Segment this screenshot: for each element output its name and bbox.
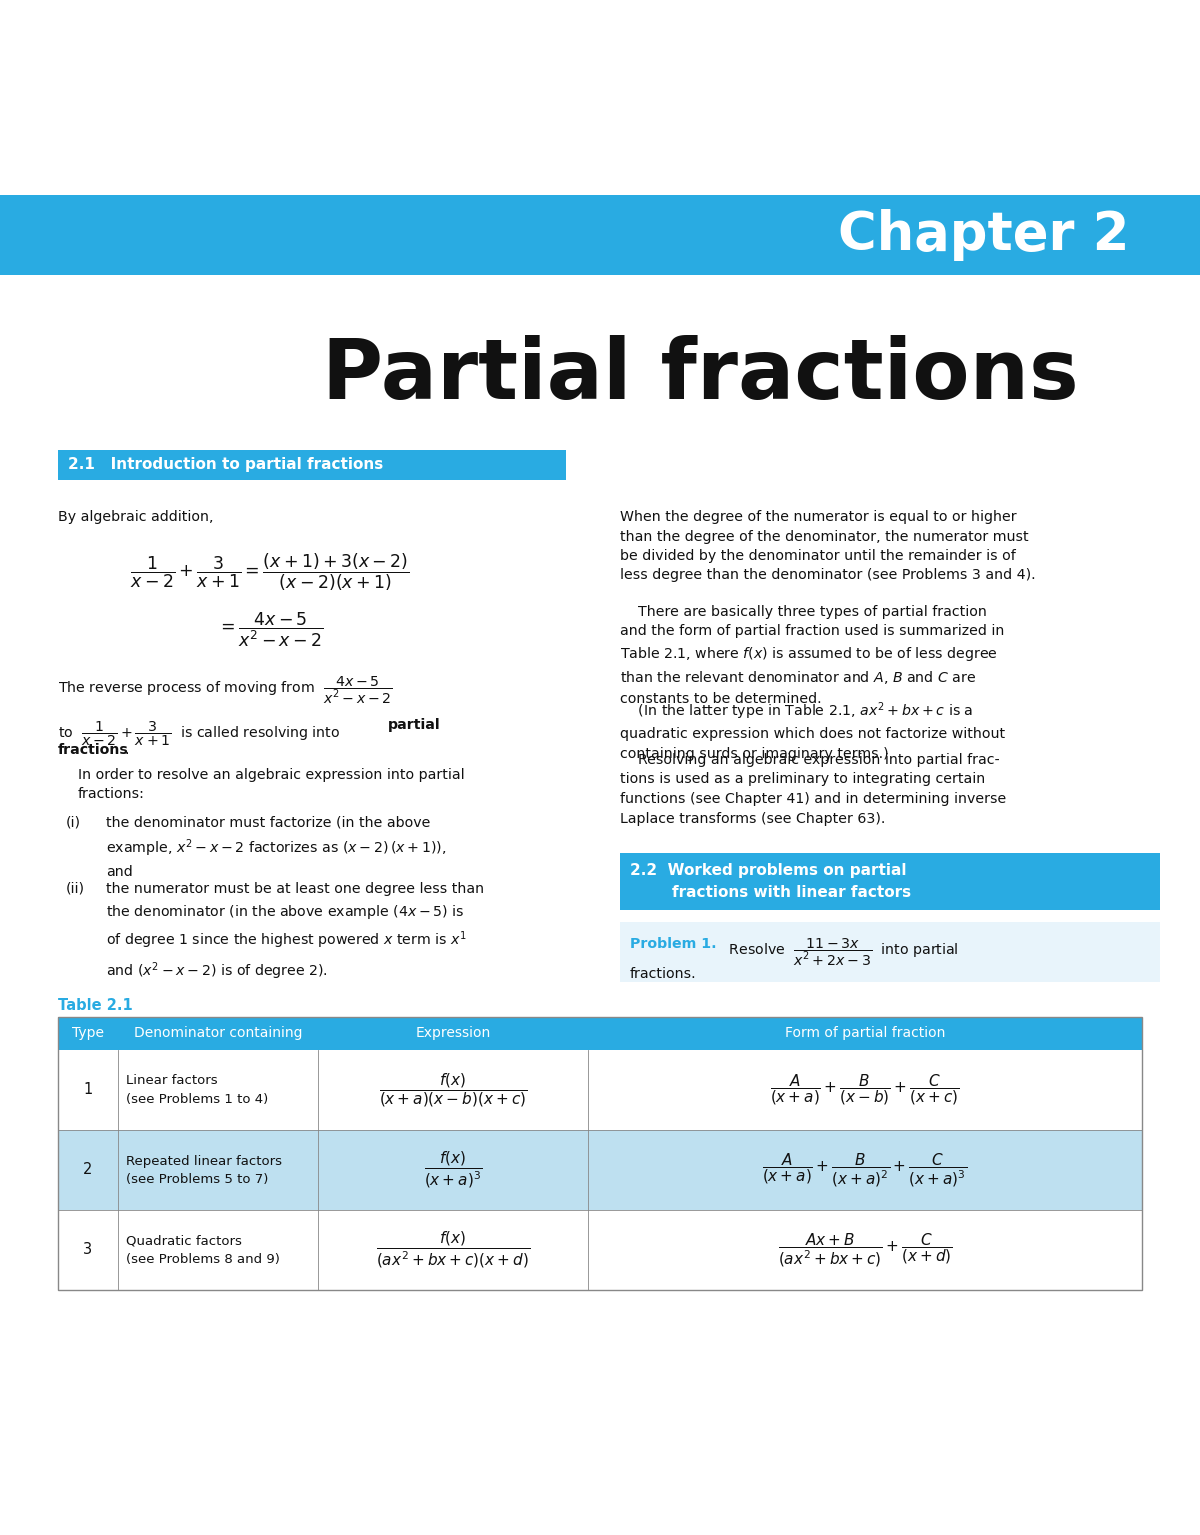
Text: The reverse process of moving from  $\dfrac{4x-5}{x^2-x-2}$: The reverse process of moving from $\dfr…: [58, 675, 392, 706]
Text: $\dfrac{1}{x-2}+\dfrac{3}{x+1}=\dfrac{(x+1)+3(x-2)}{(x-2)(x+1)}$: $\dfrac{1}{x-2}+\dfrac{3}{x+1}=\dfrac{(x…: [130, 551, 410, 593]
Bar: [620, 923, 1160, 982]
Bar: [58, 450, 566, 480]
Text: fractions.: fractions.: [630, 967, 697, 981]
Text: $\dfrac{f(x)}{(x+a)(x-b)(x+c)}$: $\dfrac{f(x)}{(x+a)(x-b)(x+c)}$: [379, 1071, 527, 1108]
Text: Resolve  $\dfrac{11-3x}{x^2+2x-3}$  into partial: Resolve $\dfrac{11-3x}{x^2+2x-3}$ into p…: [720, 936, 959, 969]
Bar: [0, 195, 1200, 275]
Text: (In the latter type in Table 2.1, $ax^2+bx+c$ is a
quadratic expression which do: (In the latter type in Table 2.1, $ax^2+…: [620, 700, 1006, 761]
Text: Type: Type: [72, 1027, 104, 1041]
Bar: [58, 1018, 1142, 1289]
Text: $\dfrac{A}{(x+a)}+\dfrac{B}{(x+a)^2}+\dfrac{C}{(x+a)^3}$: $\dfrac{A}{(x+a)}+\dfrac{B}{(x+a)^2}+\df…: [762, 1151, 967, 1188]
Text: $\dfrac{f(x)}{(ax^2+bx+c)(x+d)}$: $\dfrac{f(x)}{(ax^2+bx+c)(x+d)}$: [376, 1230, 530, 1271]
Text: Table 2.1: Table 2.1: [58, 998, 133, 1013]
Text: Repeated linear factors
(see Problems 5 to 7): Repeated linear factors (see Problems 5 …: [126, 1154, 282, 1185]
Text: In order to resolve an algebraic expression into partial
fractions:: In order to resolve an algebraic express…: [78, 768, 464, 801]
Text: $\dfrac{A}{(x+a)}+\dfrac{B}{(x-b)}+\dfrac{C}{(x+c)}$: $\dfrac{A}{(x+a)}+\dfrac{B}{(x-b)}+\dfra…: [770, 1073, 960, 1107]
Text: the denominator must factorize (in the above
example, $x^2-x-2$ factorizes as $(: the denominator must factorize (in the a…: [106, 815, 446, 880]
Text: Problem 1.: Problem 1.: [630, 936, 716, 952]
Text: When the degree of the numerator is equal to or higher
than the degree of the de: When the degree of the numerator is equa…: [620, 510, 1036, 582]
Text: the numerator must be at least one degree less than
the denominator (in the abov: the numerator must be at least one degre…: [106, 883, 484, 981]
Text: By algebraic addition,: By algebraic addition,: [58, 510, 214, 523]
Text: .: .: [125, 743, 130, 757]
Text: $\dfrac{f(x)}{(x+a)^3}$: $\dfrac{f(x)}{(x+a)^3}$: [424, 1150, 482, 1190]
Bar: [58, 1210, 1142, 1289]
Text: There are basically three types of partial fraction
and the form of partial frac: There are basically three types of parti…: [620, 605, 1004, 706]
Text: 3: 3: [84, 1242, 92, 1257]
Text: partial: partial: [388, 718, 440, 732]
Text: to  $\dfrac{1}{x-2}+\dfrac{3}{x+1}$  is called resolving into: to $\dfrac{1}{x-2}+\dfrac{3}{x+1}$ is ca…: [58, 720, 346, 749]
Text: 1: 1: [83, 1082, 92, 1098]
Text: Expression: Expression: [415, 1027, 491, 1041]
Text: Linear factors
(see Problems 1 to 4): Linear factors (see Problems 1 to 4): [126, 1074, 269, 1105]
Text: $=\dfrac{4x-5}{x^2-x-2}$: $=\dfrac{4x-5}{x^2-x-2}$: [217, 611, 323, 649]
Text: Quadratic factors
(see Problems 8 and 9): Quadratic factors (see Problems 8 and 9): [126, 1234, 280, 1265]
Text: Resolving an algebraic expression into partial frac-
tions is used as a prelimin: Resolving an algebraic expression into p…: [620, 754, 1007, 826]
Text: Partial fractions: Partial fractions: [322, 335, 1079, 416]
Text: (ii): (ii): [66, 883, 85, 896]
Bar: [58, 1130, 1142, 1210]
Bar: [620, 853, 1160, 910]
Text: $\dfrac{Ax+B}{(ax^2+bx+c)}+\dfrac{C}{(x+d)}$: $\dfrac{Ax+B}{(ax^2+bx+c)}+\dfrac{C}{(x+…: [778, 1231, 953, 1269]
Text: 2.2  Worked problems on partial
        fractions with linear factors: 2.2 Worked problems on partial fractions…: [630, 863, 911, 900]
Text: (i): (i): [66, 815, 82, 829]
Text: 2: 2: [83, 1162, 92, 1177]
Text: Chapter 2: Chapter 2: [839, 209, 1130, 261]
Bar: [58, 1018, 1142, 1050]
Text: 2.1   Introduction to partial fractions: 2.1 Introduction to partial fractions: [68, 457, 383, 473]
Text: fractions: fractions: [58, 743, 128, 757]
Text: Form of partial fraction: Form of partial fraction: [785, 1027, 946, 1041]
Bar: [58, 1050, 1142, 1130]
Text: Denominator containing: Denominator containing: [133, 1027, 302, 1041]
